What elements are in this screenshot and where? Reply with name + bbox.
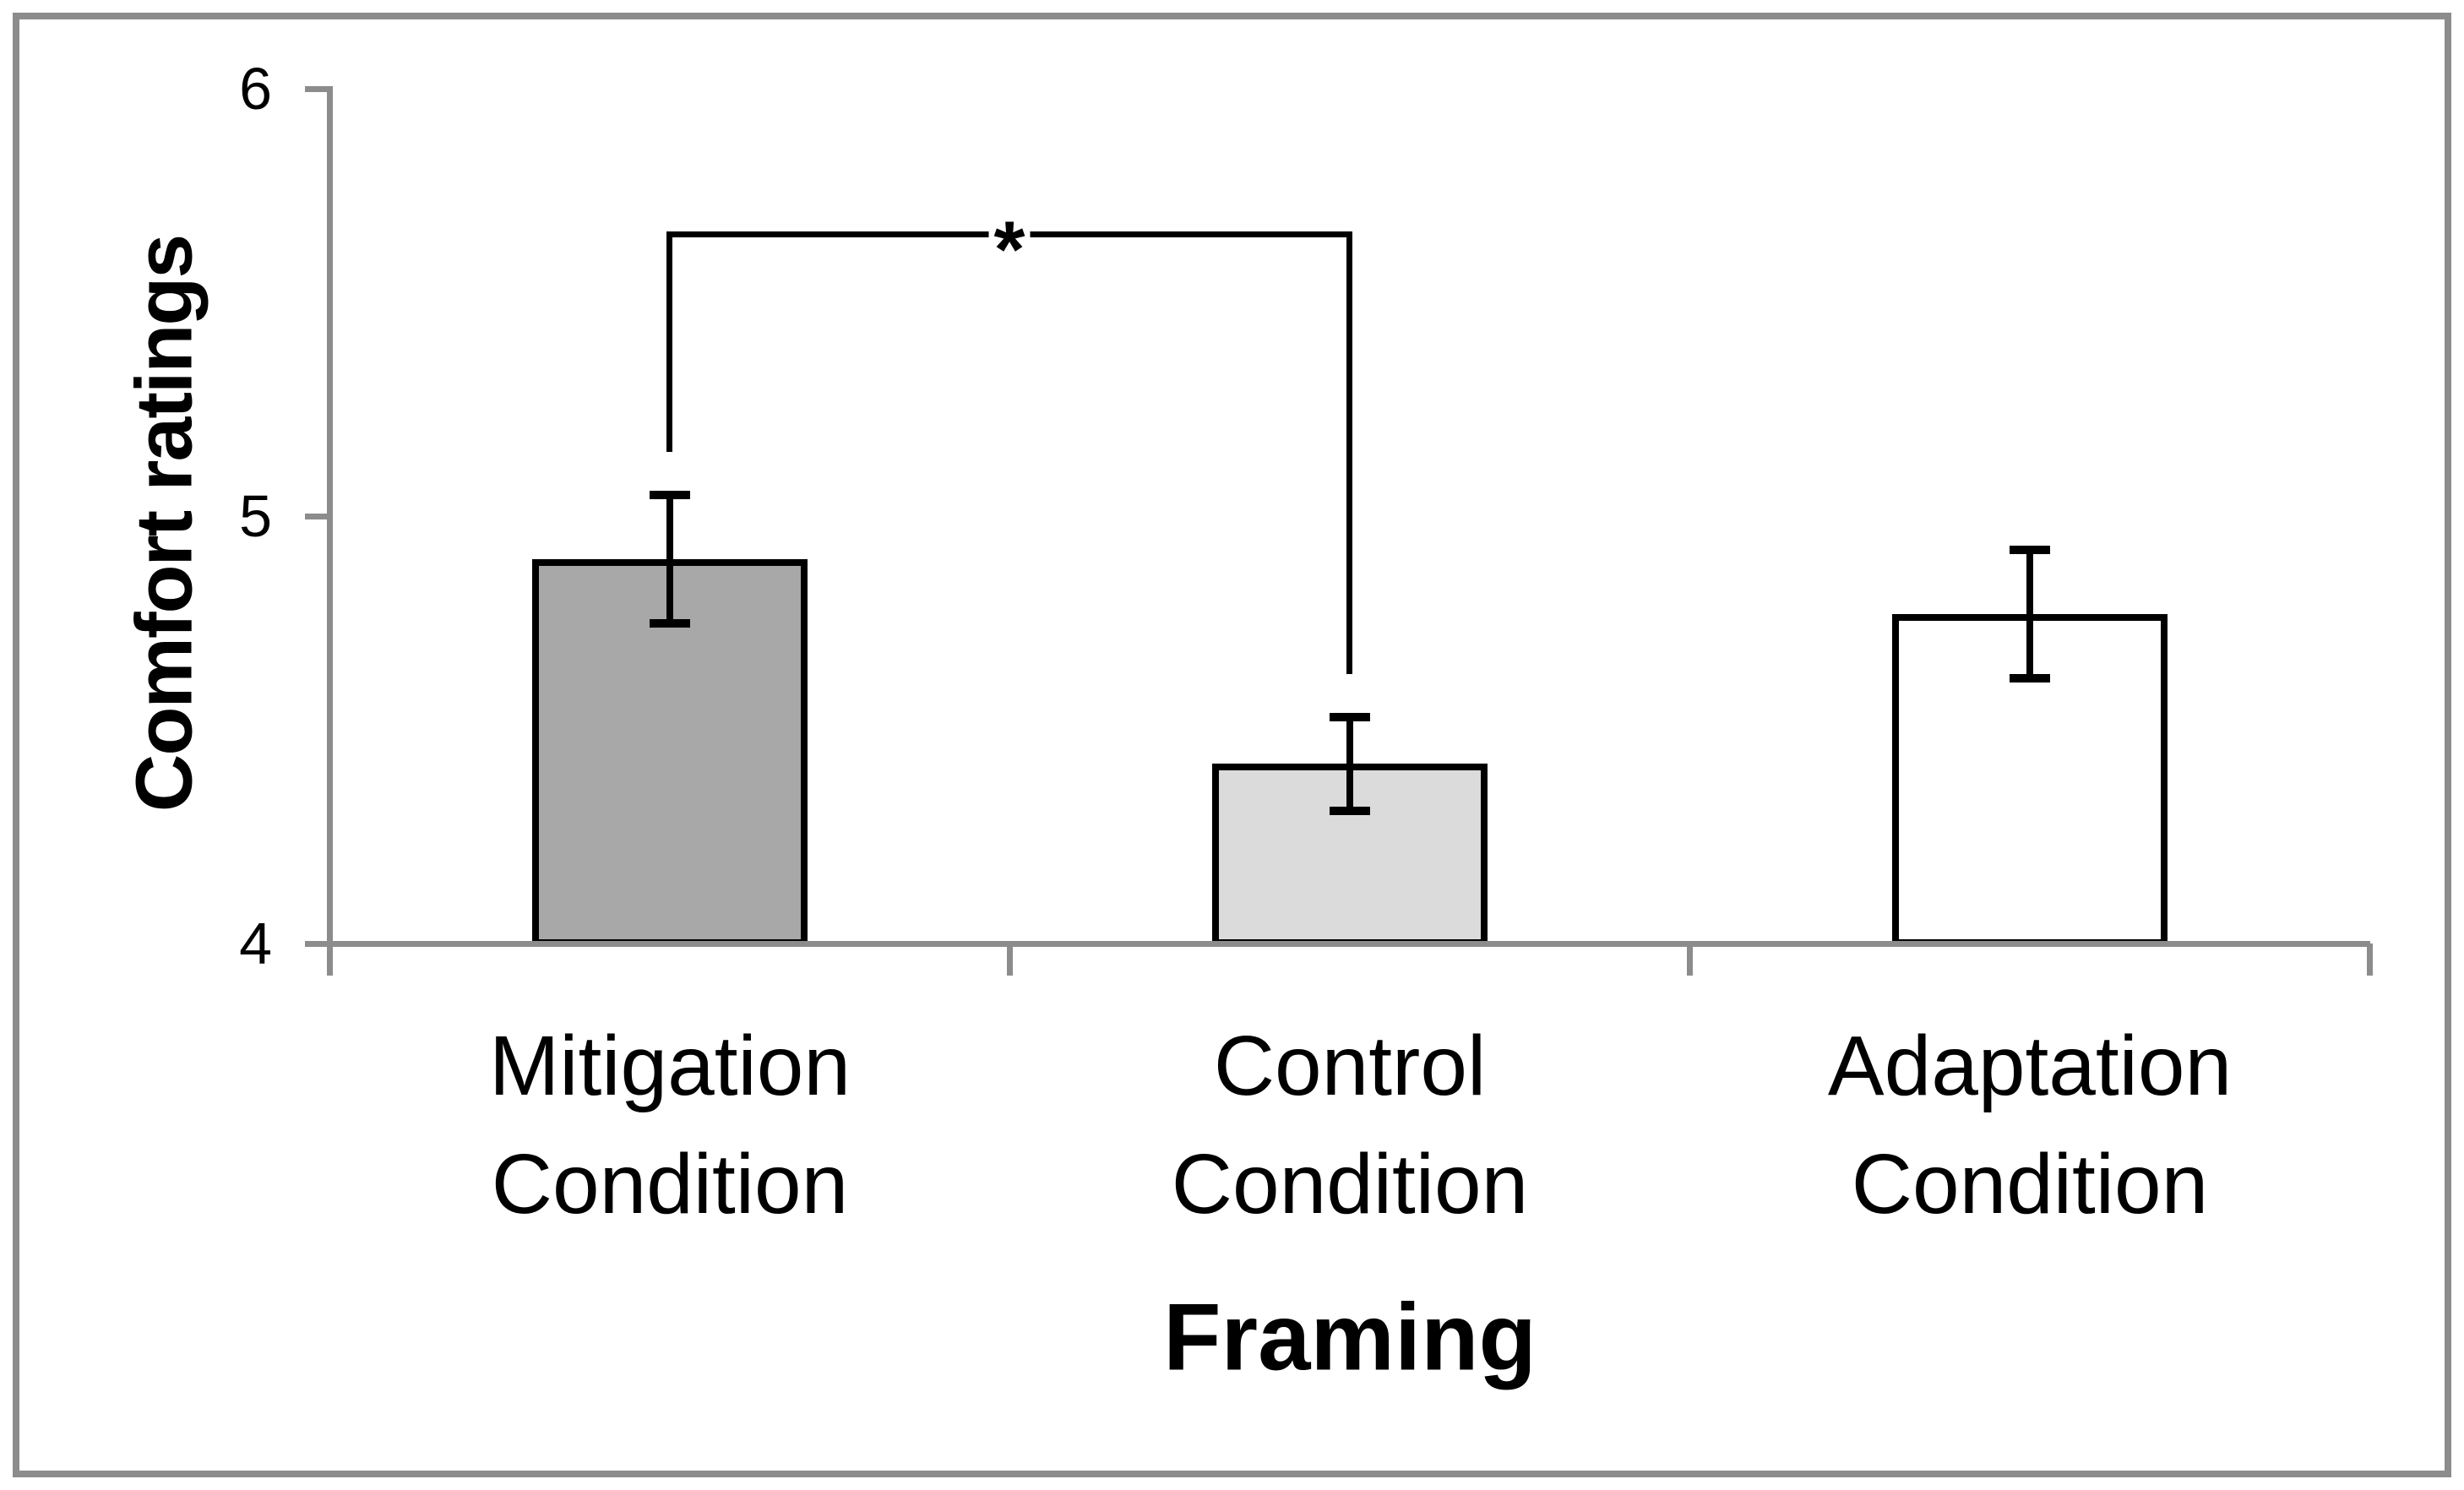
error-bar-control	[1346, 717, 1353, 811]
error-bar-cap-bottom	[650, 619, 690, 628]
y-tick-label: 6	[239, 56, 272, 122]
error-bar-cap-top	[650, 491, 690, 499]
y-tick	[305, 86, 329, 92]
chart-border-frame	[13, 13, 2451, 1477]
error-bar-cap-top	[2010, 546, 2050, 554]
significance-bracket-right-drop	[1346, 234, 1352, 674]
x-category-label-control: Control Condition	[1012, 1007, 1688, 1243]
error-bar-cap-bottom	[1330, 807, 1370, 815]
x-tick	[1007, 943, 1013, 976]
x-category-label-line: Control	[1213, 1019, 1487, 1113]
x-category-label-line: Condition	[491, 1137, 849, 1232]
x-tick	[1687, 943, 1693, 976]
y-axis-title: Comfort ratings	[119, 235, 209, 813]
error-bar-mitigation	[666, 495, 673, 623]
y-tick	[305, 941, 329, 947]
significance-bracket-left-drop	[666, 234, 672, 452]
x-tick	[2367, 943, 2373, 976]
error-bar-cap-bottom	[2010, 674, 2050, 682]
x-category-label-line: Condition	[1851, 1137, 2209, 1232]
x-category-label-mitigation: Mitigation Condition	[332, 1007, 1008, 1243]
x-category-label-line: Mitigation	[489, 1019, 851, 1113]
y-tick-label: 4	[239, 911, 272, 976]
x-category-label-line: Condition	[1171, 1137, 1529, 1232]
error-bar-cap-top	[1330, 713, 1370, 721]
significance-asterisk: *	[988, 209, 1031, 291]
x-category-label-adaptation: Adaptation Condition	[1692, 1007, 2368, 1243]
y-tick	[305, 514, 329, 519]
x-category-label-line: Adaptation	[1827, 1019, 2233, 1113]
error-bar-adaptation	[2026, 550, 2033, 678]
x-axis-title: Framing	[1163, 1284, 1537, 1390]
x-axis-line	[327, 941, 2370, 947]
y-axis-line	[327, 86, 333, 976]
y-tick-label: 5	[239, 483, 272, 549]
